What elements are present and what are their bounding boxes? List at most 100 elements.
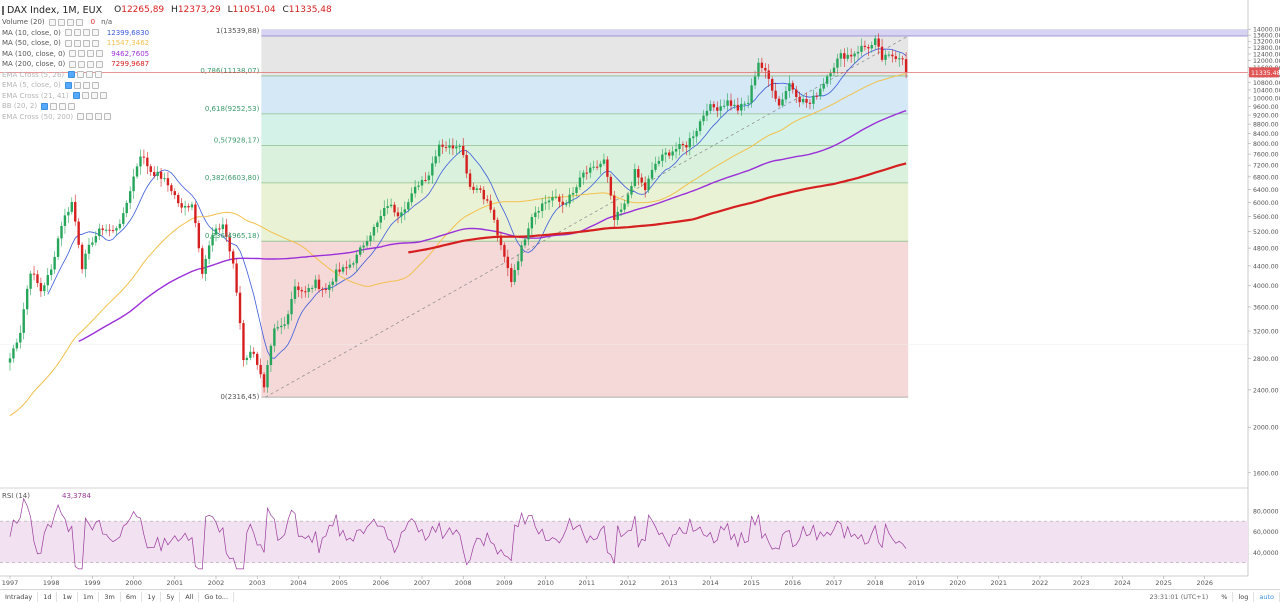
settings-icon[interactable] [86,71,94,79]
settings-icon[interactable] [82,39,90,47]
high-value: 12373,29 [177,5,221,15]
settings-icon[interactable] [66,18,74,26]
settings-icon[interactable] [82,29,90,37]
settings-icon[interactable] [77,113,85,121]
candle-body [293,286,297,299]
candle-body [819,88,822,97]
percent-toggle[interactable]: % [1216,591,1234,602]
remove-icon[interactable] [96,50,104,58]
candle-body [726,100,729,106]
settings-icon[interactable] [86,113,94,121]
remove-icon[interactable] [75,18,83,26]
candle-body [884,54,887,60]
range-button[interactable]: 1w [57,591,78,602]
legend-row[interactable]: MA (50, close, 0) 11547,3462 [2,38,262,49]
candle-body [853,53,856,57]
settings-icon[interactable] [73,39,81,47]
settings-icon[interactable] [57,18,65,26]
range-button[interactable]: 1m [78,591,100,602]
legend-row[interactable]: EMA Cross (50, 200) [2,112,262,123]
settings-icon[interactable] [64,29,72,37]
candle-body [458,145,461,147]
remove-icon[interactable] [91,29,99,37]
settings-icon[interactable] [87,50,95,58]
candle-body [678,144,681,150]
settings-icon[interactable] [48,18,56,26]
legend-row[interactable]: BB (20, 2) [2,101,262,112]
settings-icon[interactable] [72,92,80,100]
candle-body [201,248,204,274]
log-toggle[interactable]: log [1233,591,1255,602]
candle-body [341,267,345,272]
range-button[interactable]: 5y [161,591,181,602]
legend-value-2: n/a [101,18,113,27]
candle-body [146,157,149,167]
settings-icon[interactable] [68,71,76,79]
candle-body [832,67,836,74]
settings-icon[interactable] [87,60,95,68]
candle-body [108,229,111,231]
settings-icon[interactable] [82,81,90,89]
x-axis: 1997 1998 1999 2000 2001 2002 2003 2004 2005 2006… [0,575,1248,587]
settings-icon[interactable] [78,50,86,58]
candle-body [183,205,187,208]
candle-body [283,324,286,326]
remove-icon[interactable] [91,39,99,47]
remove-icon[interactable] [99,92,107,100]
remove-icon[interactable] [95,71,103,79]
candle-body [242,323,245,361]
candle-body [400,212,403,217]
legend-row[interactable]: EMA Cross (5, 26) [2,70,262,81]
candle-body [510,268,513,283]
settings-icon[interactable] [41,102,49,110]
candle-body [324,288,328,290]
candle-body [764,67,767,71]
settings-icon[interactable] [81,92,89,100]
candle-body [640,177,643,183]
range-button[interactable]: 1y [142,591,162,602]
range-button[interactable]: 3m [99,591,121,602]
candle-body [585,172,588,174]
candle-body [698,121,702,131]
settings-icon[interactable] [59,102,67,110]
settings-icon[interactable] [64,81,72,89]
candle-body [506,256,510,269]
candle-body [77,221,80,245]
settings-icon[interactable] [73,81,81,89]
auto-toggle[interactable]: auto [1254,591,1280,602]
range-button[interactable]: Intraday [0,591,39,602]
range-button[interactable]: 1d [38,591,58,602]
remove-icon[interactable] [91,81,99,89]
candle-body [389,204,393,207]
settings-icon[interactable] [95,113,103,121]
remove-icon[interactable] [68,102,76,110]
settings-icon[interactable] [90,92,98,100]
collapse-icon[interactable] [2,5,4,15]
candle-body [369,235,372,242]
candle-body [654,163,657,170]
range-button[interactable]: 6m [121,591,143,602]
legend-row[interactable]: MA (10, close, 0) 12399,6830 [2,28,262,39]
candle-body [540,203,544,212]
range-button[interactable]: Go to... [199,591,235,602]
candle-body [372,227,376,236]
settings-icon[interactable] [73,29,81,37]
legend-row[interactable]: EMA (5, close, 0) [2,80,262,91]
remove-icon[interactable] [96,60,104,68]
y-tick-label: 12800.00 [1253,45,1280,52]
settings-icon[interactable] [69,60,77,68]
settings-icon[interactable] [64,39,72,47]
settings-icon[interactable] [77,71,85,79]
legend-row[interactable]: MA (200, close, 0) 7299,9687 [2,59,262,70]
remove-icon[interactable] [104,113,112,121]
legend-row[interactable]: Volume (20) 0 n/a [2,17,262,28]
price-chart[interactable]: 1(13539,88) 0,786(11138,07) 0,618(9252,53)… [0,0,1280,589]
candle-body [709,104,712,111]
candle-body [523,239,527,246]
legend-row[interactable]: EMA Cross (21, 41) [2,91,262,102]
legend-row[interactable]: MA (100, close, 0) 9462,7605 [2,49,262,60]
settings-icon[interactable] [50,102,58,110]
range-button[interactable]: All [180,591,200,602]
settings-icon[interactable] [78,60,86,68]
settings-icon[interactable] [69,50,77,58]
